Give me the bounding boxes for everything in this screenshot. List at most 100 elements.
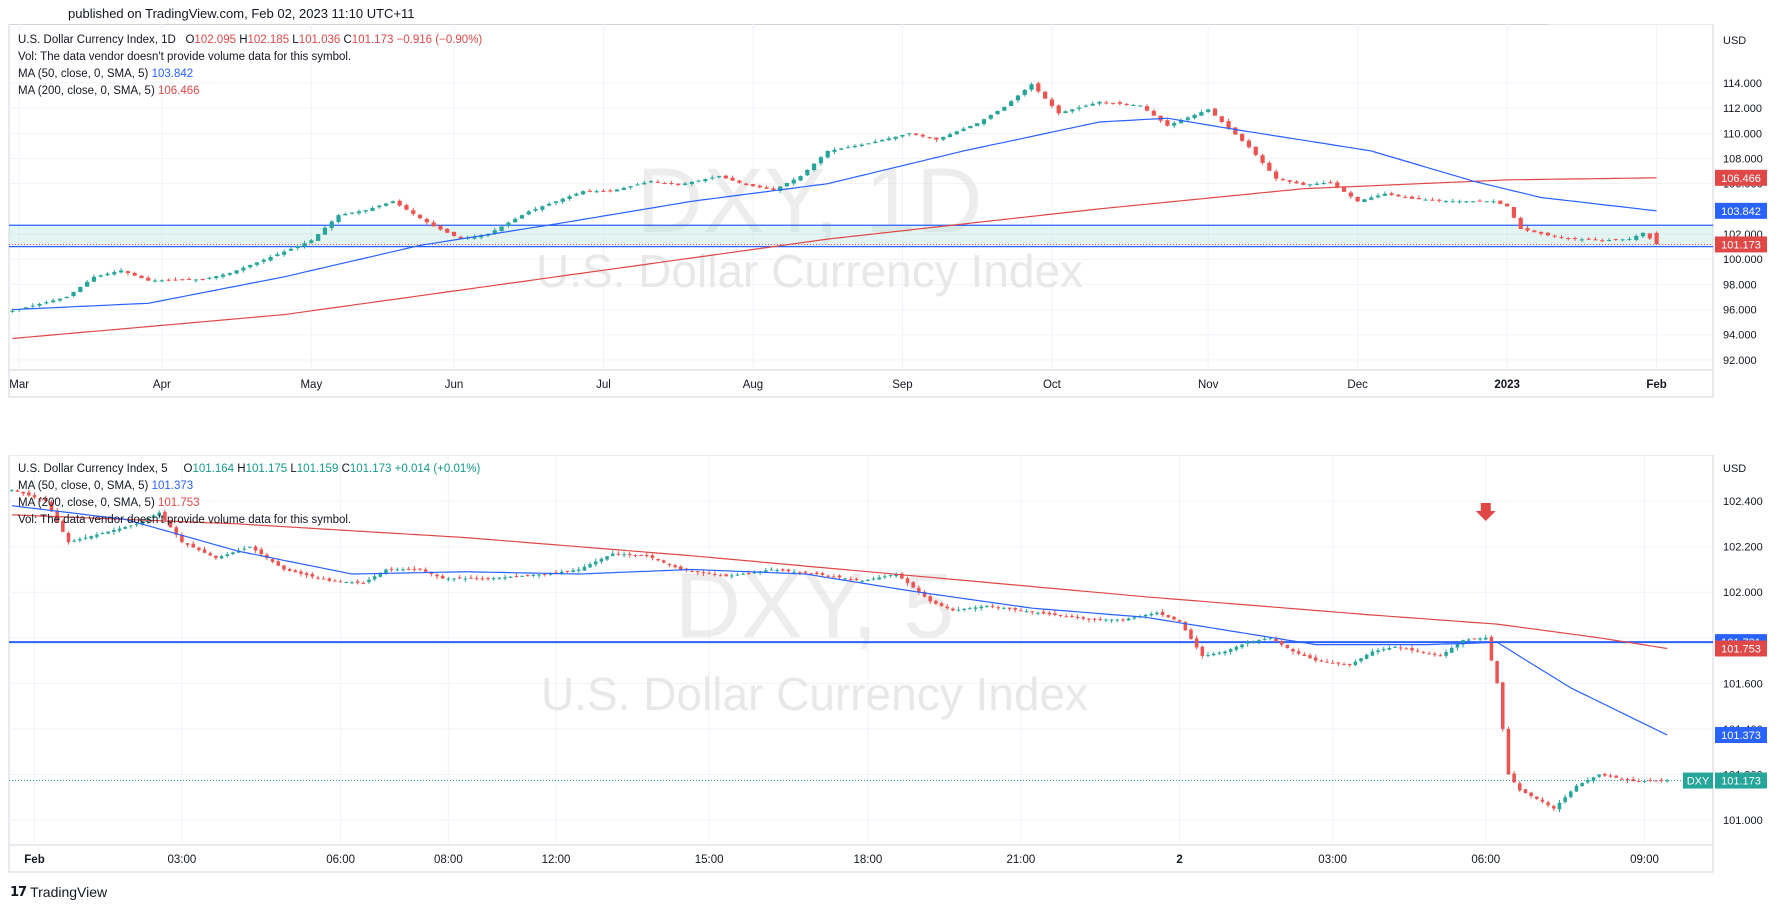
intraday-candle — [888, 575, 893, 577]
intraday-candle — [1620, 778, 1624, 780]
daily-candle — [961, 128, 966, 132]
daily-candle — [655, 181, 660, 183]
intraday-candle — [724, 574, 728, 577]
intraday-candle — [1421, 651, 1426, 653]
daily-candle — [1287, 180, 1292, 182]
intraday-candle — [1359, 658, 1363, 662]
daily-y-tick-label: 110.000 — [1723, 128, 1762, 140]
intraday-candle — [406, 568, 411, 570]
intraday-candle — [769, 569, 774, 571]
intraday-candle — [1330, 662, 1335, 664]
intraday-price-label: 101.373 — [1721, 730, 1761, 742]
daily-candle — [30, 305, 35, 307]
intraday-candle — [962, 608, 966, 610]
daily-candle — [1138, 105, 1143, 107]
daily-candle — [1396, 194, 1401, 197]
intraday-candle — [554, 572, 558, 574]
intraday-candle — [1535, 796, 1539, 799]
intraday-candle — [1597, 774, 1601, 777]
intraday-candle — [968, 608, 972, 610]
intraday-candle — [32, 495, 37, 498]
daily-x-tick-label: Jun — [445, 379, 464, 391]
intraday-candle — [1160, 611, 1165, 616]
intraday-candle — [1302, 654, 1307, 656]
intraday-candle — [1228, 649, 1233, 652]
daily-candle — [1328, 182, 1333, 184]
intraday-candle — [1036, 612, 1040, 614]
intraday-candle — [1427, 653, 1431, 655]
daily-candle — [1471, 201, 1476, 203]
intraday-candle — [752, 572, 757, 574]
daily-candle — [662, 183, 667, 185]
daily-candle — [798, 176, 803, 181]
intraday-ma200-value: 101.753 — [157, 497, 200, 509]
intraday-candle — [1631, 779, 1635, 782]
daily-candle — [1647, 233, 1652, 239]
daily-open-label: O — [185, 34, 195, 46]
daily-candle — [431, 222, 436, 227]
intraday-candle — [1512, 773, 1516, 783]
daily-price-label: 101.173 — [1721, 239, 1761, 251]
intraday-candle — [1523, 789, 1528, 794]
intraday-ma50-value: 101.373 — [151, 480, 194, 492]
daily-ma50-line — [12, 117, 1657, 311]
intraday-candle — [1194, 638, 1199, 648]
daily-candle — [1117, 102, 1122, 104]
daily-candle — [574, 193, 579, 196]
daily-chart-panel[interactable]: DXY, 1DU.S. Dollar Currency IndexUSD92.0… — [0, 24, 1787, 400]
daily-candle — [241, 267, 246, 271]
intraday-candle — [395, 569, 400, 571]
daily-candle — [540, 206, 545, 210]
daily-candle — [1572, 238, 1578, 240]
intraday-candle — [140, 521, 144, 525]
daily-open: 102.095 — [194, 34, 236, 46]
daily-candle — [1559, 237, 1564, 239]
intraday-x-tick-label: 21:00 — [1007, 854, 1036, 866]
intraday-candle — [1268, 637, 1273, 639]
daily-candle — [1253, 146, 1258, 156]
intraday-chart-panel[interactable]: DXY, 5 U.S. Dollar Currency Index USD 101.0… — [0, 455, 1787, 875]
daily-candle — [547, 203, 552, 206]
intraday-candle — [1665, 780, 1669, 782]
daily-symbol: U.S. Dollar Currency Index, 1D — [18, 34, 176, 46]
intraday-candle — [1449, 648, 1454, 653]
intraday-candle — [327, 578, 332, 581]
daily-candle — [669, 183, 674, 185]
daily-candle — [1131, 104, 1136, 106]
intraday-candle — [1058, 614, 1063, 616]
intraday-candle — [662, 560, 666, 563]
daily-candle — [975, 123, 980, 127]
daily-candle — [1464, 201, 1469, 203]
intraday-candle — [10, 489, 14, 491]
intraday-candle — [679, 566, 683, 570]
daily-candle — [1226, 121, 1231, 129]
intraday-candle — [622, 554, 626, 556]
daily-candle — [1525, 228, 1530, 231]
daily-ma200-label: MA (200, close, 0, SMA, 5) — [18, 85, 155, 97]
intraday-candle — [707, 572, 711, 574]
intraday-candle — [1580, 782, 1584, 786]
intraday-candle — [792, 571, 796, 573]
tradingview-brand[interactable]: 𝟭𝟳 TradingView — [10, 884, 107, 900]
intraday-candle — [384, 569, 388, 574]
daily-candle — [1083, 105, 1088, 107]
intraday-candle — [299, 571, 303, 574]
intraday-candle — [656, 558, 660, 561]
intraday-candle — [225, 554, 230, 556]
daily-candle — [105, 273, 110, 276]
daily-candle — [1606, 240, 1612, 242]
daily-x-tick-label: Mar — [9, 379, 29, 391]
intraday-y-tick-label: 102.400 — [1723, 496, 1763, 508]
daily-y-tick-label: 100.000 — [1723, 254, 1763, 266]
daily-candle — [676, 183, 681, 185]
daily-candle — [1369, 197, 1374, 200]
daily-candle — [458, 236, 463, 240]
daily-candle — [1321, 183, 1326, 185]
daily-candle — [44, 302, 49, 304]
intraday-frame — [8, 455, 1714, 873]
daily-candle — [1029, 84, 1034, 90]
intraday-candle — [1466, 639, 1471, 641]
intraday-price-label-bg — [1715, 772, 1767, 789]
intraday-candle — [639, 554, 643, 556]
daily-candle — [1043, 91, 1048, 99]
